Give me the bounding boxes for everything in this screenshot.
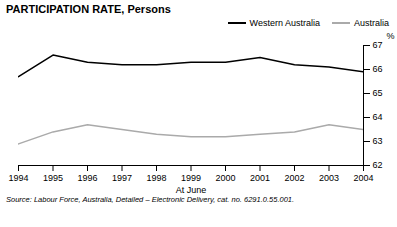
html-text:Source: Labour Force, Australi: Source: Labour Force, Australia, Detaile… bbox=[6, 195, 295, 204]
svg-text:2002: 2002 bbox=[284, 173, 304, 183]
svg-text:1997: 1997 bbox=[112, 173, 132, 183]
svg-text:2004: 2004 bbox=[353, 173, 373, 183]
svg-text:%: % bbox=[386, 31, 394, 41]
html-text:Western Australia: Western Australia bbox=[249, 18, 320, 28]
svg-text:65: 65 bbox=[373, 88, 383, 98]
html-text:PARTICIPATION RATE, Persons: PARTICIPATION RATE, Persons bbox=[6, 3, 171, 15]
svg-text:1994: 1994 bbox=[8, 173, 28, 183]
svg-text:2000: 2000 bbox=[215, 173, 235, 183]
svg-text:1996: 1996 bbox=[77, 173, 97, 183]
svg-text:64: 64 bbox=[373, 112, 383, 122]
svg-text:1998: 1998 bbox=[146, 173, 166, 183]
svg-text:At June: At June bbox=[176, 185, 207, 195]
svg-text:1995: 1995 bbox=[43, 173, 63, 183]
svg-text:2001: 2001 bbox=[250, 173, 270, 183]
svg-text:2003: 2003 bbox=[319, 173, 339, 183]
svg-text:63: 63 bbox=[373, 136, 383, 146]
svg-text:66: 66 bbox=[373, 64, 383, 74]
svg-text:62: 62 bbox=[373, 160, 383, 170]
svg-text:1999: 1999 bbox=[181, 173, 201, 183]
html-text:Australia: Australia bbox=[354, 18, 389, 28]
svg-text:67: 67 bbox=[373, 40, 383, 50]
